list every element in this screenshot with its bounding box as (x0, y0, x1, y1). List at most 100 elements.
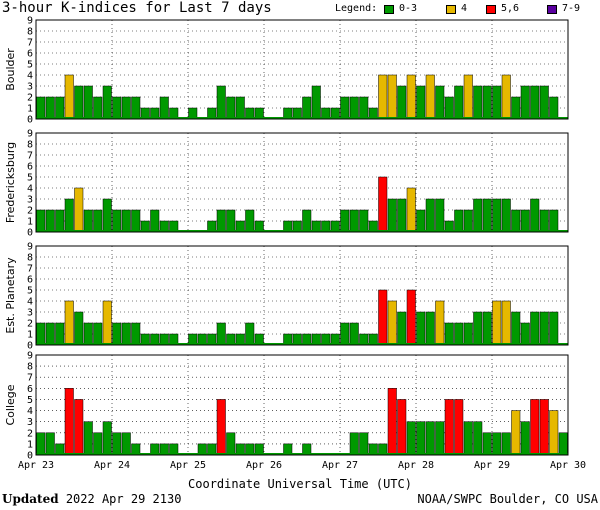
k-index-bar (112, 322, 122, 346)
legend-text: 5,6 (501, 3, 520, 14)
k-index-bar (425, 74, 435, 120)
k-index-bar (340, 209, 350, 233)
k-index-bar (74, 187, 84, 233)
k-index-bar (454, 85, 464, 120)
k-index-bar (397, 198, 407, 233)
y-tick-label: 7 (27, 38, 33, 49)
y-tick-label: 0 (27, 451, 33, 462)
k-index-bar (83, 322, 93, 346)
y-tick-label: 1 (27, 330, 33, 341)
y-tick-label: 4 (27, 184, 33, 195)
k-index-bar (131, 322, 141, 346)
y-tick-label: 6 (27, 49, 33, 60)
k-index-bar (416, 421, 426, 456)
k-index-bar (492, 432, 502, 456)
k-index-bar (397, 311, 407, 346)
k-index-bar (435, 300, 445, 346)
y-tick-label: 8 (27, 27, 33, 38)
x-tick-label: Apr 27 (322, 460, 358, 471)
k-index-bar (131, 96, 141, 120)
k-index-bar (64, 74, 74, 120)
k-index-bar (473, 85, 483, 120)
k-index-bar (55, 322, 65, 346)
k-index-bar (406, 289, 416, 346)
y-tick-label: 0 (27, 341, 33, 352)
k-index-bar (93, 209, 103, 233)
k-index-bar (102, 421, 112, 456)
y-tick-label: 9 (27, 16, 33, 27)
y-tick-label: 6 (27, 275, 33, 286)
k-index-bar (74, 399, 84, 456)
k-index-bar (64, 300, 74, 346)
legend-label: Legend: (335, 3, 378, 14)
k-index-bar (359, 96, 369, 120)
k-index-bar (349, 432, 359, 456)
k-index-bar (425, 311, 435, 346)
k-index-bar (226, 432, 236, 456)
k-index-bar (473, 198, 483, 233)
k-index-bar (93, 432, 103, 456)
k-index-bar (93, 96, 103, 120)
k-index-bar (425, 421, 435, 456)
k-index-bar (416, 311, 426, 346)
x-tick-label: Apr 23 (18, 460, 54, 471)
k-index-bar (340, 96, 350, 120)
k-index-bar (463, 421, 473, 456)
x-tick-label: Apr 24 (94, 460, 130, 471)
y-tick-label: 3 (27, 417, 33, 428)
y-tick-label: 5 (27, 173, 33, 184)
k-index-bar (454, 322, 464, 346)
k-index-bar (520, 421, 530, 456)
k-index-bar (131, 209, 141, 233)
k-index-bar (416, 209, 426, 233)
k-index-bar (93, 322, 103, 346)
legend-text: 0-3 (399, 3, 418, 14)
k-index-bar (45, 209, 55, 233)
k-index-bar (454, 399, 464, 456)
k-index-bar (530, 85, 540, 120)
k-index-bar (473, 421, 483, 456)
y-tick-label: 8 (27, 253, 33, 264)
k-index-bar (425, 198, 435, 233)
k-index-bar (36, 432, 46, 456)
k-index-bar (378, 176, 388, 233)
legend-swatch-purple (547, 5, 557, 14)
k-index-bar (74, 85, 84, 120)
k-index-bar (397, 85, 407, 120)
k-index-bar (235, 96, 245, 120)
legend-text: 7-9 (562, 3, 581, 14)
k-index-bar (121, 432, 131, 456)
y-tick-label: 2 (27, 206, 33, 217)
y-tick-label: 6 (27, 162, 33, 173)
y-tick-label: 1 (27, 104, 33, 115)
k-index-bar (501, 300, 511, 346)
y-tick-label: 3 (27, 195, 33, 206)
k-index-bar (482, 432, 492, 456)
k-index-bar (102, 198, 112, 233)
k-index-bar (112, 432, 122, 456)
k-index-bar (520, 85, 530, 120)
k-index-bar (473, 311, 483, 346)
y-tick-label: 9 (27, 129, 33, 140)
updated-footer: Updated 2022 Apr 29 2130 (2, 492, 181, 506)
k-index-bar (549, 209, 559, 233)
y-tick-label: 5 (27, 395, 33, 406)
y-tick-label: 0 (27, 228, 33, 239)
y-tick-label: 5 (27, 286, 33, 297)
k-index-bar (416, 85, 426, 120)
k-index-bar (36, 96, 46, 120)
k-index-bar (45, 96, 55, 120)
k-index-bar (406, 421, 416, 456)
y-tick-label: 5 (27, 60, 33, 71)
k-index-bar (112, 209, 122, 233)
k-index-bar (482, 311, 492, 346)
k-index-bar (55, 96, 65, 120)
k-index-bar (444, 399, 454, 456)
k-index-bar (121, 96, 131, 120)
k-index-bar (302, 96, 312, 120)
y-tick-label: 6 (27, 384, 33, 395)
y-tick-label: 1 (27, 217, 33, 228)
